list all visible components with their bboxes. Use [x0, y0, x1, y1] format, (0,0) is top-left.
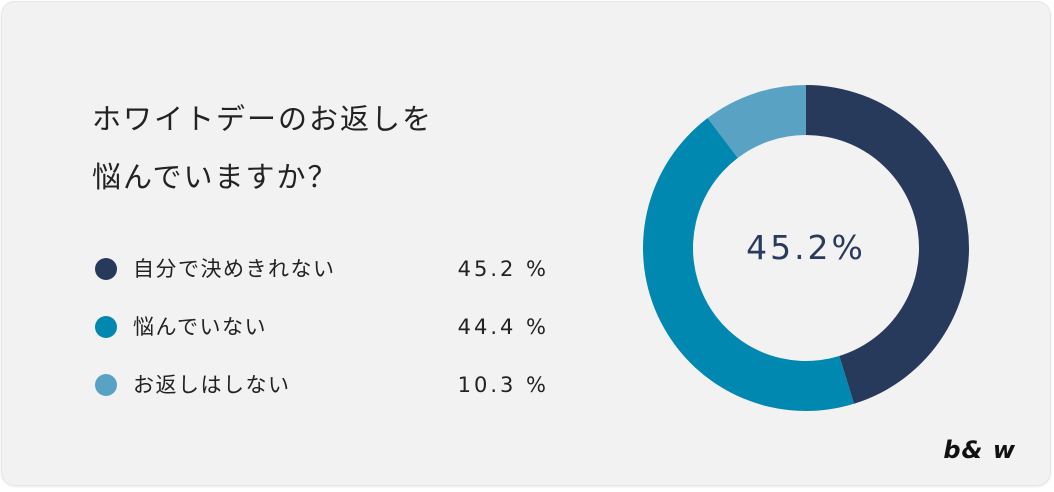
- legend-item: 悩んでいない 44.4 %: [92, 306, 552, 364]
- legend-dot-icon: [95, 316, 117, 338]
- legend-label: 自分で決めきれない: [133, 257, 336, 281]
- legend-dot-icon: [95, 374, 117, 396]
- legend-item: お返しはしない 10.3 %: [92, 364, 552, 422]
- legend-value: 45.2 %: [457, 257, 549, 281]
- donut-segment: [642, 118, 854, 412]
- title-line-2: 悩んでいますか？: [92, 160, 339, 194]
- legend-label: 悩んでいない: [133, 315, 267, 339]
- legend-value: 44.4 %: [457, 315, 549, 339]
- legend: 自分で決めきれない 45.2 % 悩んでいない 44.4 % お返しはしない 1…: [92, 248, 552, 422]
- brand-logo: b& w: [943, 436, 1016, 464]
- title-line-1: ホワイトデーのお返しを: [92, 102, 434, 136]
- legend-value: 10.3 %: [457, 373, 549, 397]
- chart-title: ホワイトデーのお返しを 悩んでいますか？: [92, 90, 433, 206]
- donut-center-label: 45.2%: [746, 228, 866, 267]
- legend-item: 自分で決めきれない 45.2 %: [92, 248, 552, 306]
- donut-segment: [806, 85, 969, 404]
- legend-dot-icon: [95, 258, 117, 280]
- donut-segment: [707, 85, 806, 158]
- legend-label: お返しはしない: [133, 373, 291, 397]
